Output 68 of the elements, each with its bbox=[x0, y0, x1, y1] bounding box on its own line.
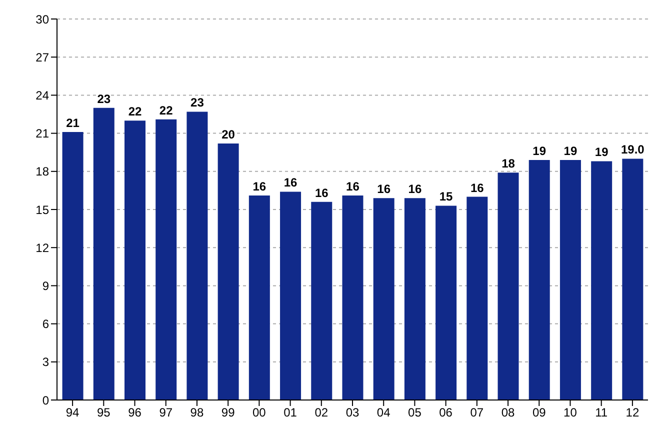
x-tick-label: 00 bbox=[252, 406, 266, 420]
x-tick-label: 03 bbox=[346, 406, 360, 420]
x-tick-label: 07 bbox=[470, 406, 484, 420]
x-tick-label: 09 bbox=[532, 406, 546, 420]
y-tick-label: 24 bbox=[36, 88, 50, 102]
data-label: 18 bbox=[502, 156, 516, 171]
data-label: 16 bbox=[346, 180, 360, 194]
x-tick-label: 97 bbox=[159, 406, 173, 420]
y-tick-label: 0 bbox=[42, 393, 50, 408]
data-label: 15 bbox=[439, 190, 454, 204]
x-tick-label: 95 bbox=[96, 406, 111, 420]
data-label: 16 bbox=[408, 182, 422, 196]
bar bbox=[373, 198, 394, 400]
data-label: 16 bbox=[470, 180, 484, 195]
x-tick-label: 06 bbox=[439, 406, 453, 420]
y-tick-label: 27 bbox=[36, 50, 50, 64]
y-tick-label: 15 bbox=[36, 202, 50, 217]
x-tick-label: 96 bbox=[128, 406, 142, 420]
data-label: 16 bbox=[252, 180, 266, 194]
bar bbox=[218, 143, 239, 400]
y-tick-label: 12 bbox=[36, 240, 50, 255]
bar bbox=[62, 132, 84, 400]
bar bbox=[280, 192, 302, 400]
bar bbox=[560, 160, 581, 400]
data-label: 16 bbox=[314, 186, 329, 200]
data-label: 19 bbox=[532, 144, 546, 158]
data-label: 20 bbox=[222, 127, 236, 142]
data-label: 19 bbox=[594, 145, 609, 160]
x-tick-label: 08 bbox=[501, 406, 516, 420]
bar bbox=[404, 198, 426, 400]
y-tick-label: 30 bbox=[36, 12, 50, 26]
data-label: 23 bbox=[190, 96, 204, 110]
bar bbox=[93, 108, 114, 400]
y-tick-label: 18 bbox=[36, 164, 50, 179]
x-tick-label: 04 bbox=[376, 406, 391, 420]
bar bbox=[622, 158, 644, 400]
x-tick-label: 01 bbox=[284, 406, 298, 420]
y-tick-label: 9 bbox=[42, 278, 50, 293]
bar bbox=[156, 119, 177, 400]
bar bbox=[342, 196, 364, 400]
bar bbox=[248, 196, 270, 400]
bar bbox=[466, 196, 488, 400]
x-tick-label: 98 bbox=[190, 406, 204, 420]
x-tick-label: 02 bbox=[314, 406, 328, 420]
bar bbox=[186, 112, 208, 400]
bar bbox=[591, 161, 612, 400]
data-label: 19.0 bbox=[621, 142, 645, 157]
x-tick-label: 12 bbox=[626, 406, 640, 420]
data-label: 22 bbox=[128, 104, 142, 119]
data-label: 22 bbox=[159, 103, 174, 118]
data-label: 23 bbox=[97, 92, 111, 106]
data-label: 19 bbox=[564, 144, 578, 158]
data-label: 16 bbox=[284, 176, 298, 190]
x-tick-label: 10 bbox=[564, 406, 578, 420]
bar bbox=[498, 172, 519, 400]
y-tick-label: 21 bbox=[36, 126, 50, 141]
bar bbox=[124, 120, 146, 400]
data-label: 21 bbox=[66, 116, 80, 130]
data-label: 16 bbox=[377, 182, 391, 196]
bar bbox=[436, 206, 457, 400]
bar bbox=[528, 160, 550, 400]
y-tick-label: 6 bbox=[42, 317, 50, 332]
x-tick-label: 11 bbox=[595, 406, 608, 420]
bar bbox=[311, 202, 332, 400]
x-tick-label: 05 bbox=[408, 406, 422, 420]
x-tick-label: 99 bbox=[221, 406, 236, 420]
x-tick-label: 94 bbox=[66, 406, 80, 420]
y-tick-label: 3 bbox=[42, 355, 50, 370]
